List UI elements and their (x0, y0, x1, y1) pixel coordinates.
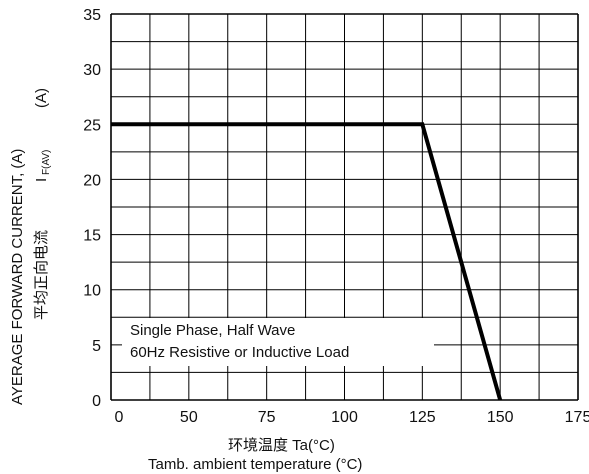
x-tick-label: 175 (565, 409, 589, 426)
y-tick-label: 20 (83, 172, 101, 189)
x-tick-label: 125 (409, 409, 436, 426)
y-axis-symbol: I F(AV) (33, 150, 52, 182)
y-tick-label: 5 (92, 338, 101, 355)
y-symbol-sub: F(AV) (41, 150, 52, 175)
y-axis-unit: (A) (33, 88, 50, 108)
y-symbol-main: I (33, 178, 50, 182)
y-axis-title-native: 平均正向电流 (33, 230, 50, 320)
y-tick-label: 25 (83, 117, 101, 134)
y-tick-label: 35 (83, 7, 101, 24)
annotation-line-2: 60Hz Resistive or Inductive Load (130, 344, 349, 361)
x-tick-label: 100 (331, 409, 358, 426)
x-tick-label: 150 (487, 409, 514, 426)
annotation-box (122, 318, 434, 366)
x-tick-label: 50 (180, 409, 198, 426)
x-tick-label: 75 (258, 409, 276, 426)
annotation-line-1: Single Phase, Half Wave (130, 322, 295, 339)
y-tick-label: 15 (83, 228, 101, 245)
x-axis-title-native: 环境温度 Ta(°C) (228, 436, 335, 454)
y-tick-label: 10 (83, 283, 101, 300)
series-layer (111, 122, 503, 401)
y-axis-title: AYERAGE FORWARD CURRENT, (A) (9, 149, 26, 405)
x-axis-title: Tamb. ambient temperature (°C) (148, 456, 362, 473)
y-tick-labels: 0 5 10 15 20 25 30 35 (83, 7, 101, 410)
y-tick-label: 0 (92, 393, 101, 410)
derating-curve-line (111, 122, 503, 401)
x-tick-labels: 0 50 75 100 125 150 175 (115, 409, 589, 426)
x-tick-label: 0 (115, 409, 124, 426)
y-tick-label: 30 (83, 62, 101, 79)
